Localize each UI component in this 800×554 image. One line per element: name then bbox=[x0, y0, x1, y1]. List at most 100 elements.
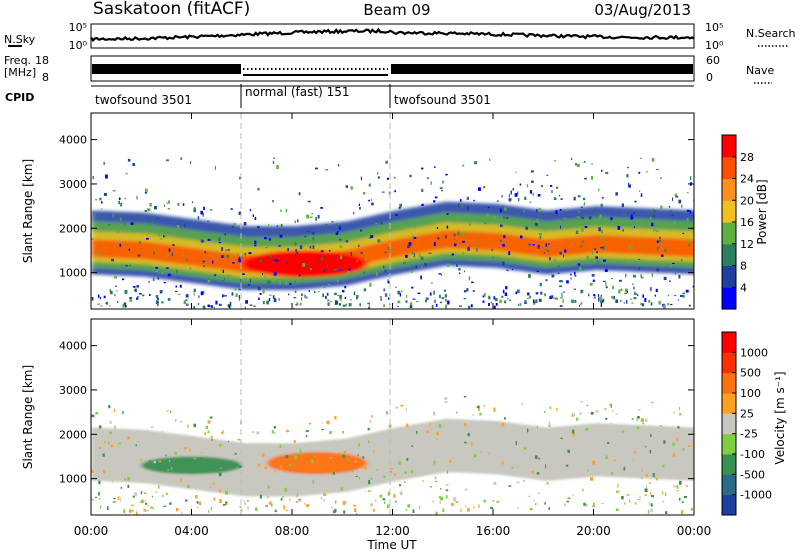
power-speckle-cell bbox=[127, 158, 131, 162]
power-speckle-cell bbox=[218, 242, 222, 244]
power-band-cell bbox=[210, 250, 218, 269]
power-speckle-cell bbox=[643, 248, 646, 250]
power-speckle-cell bbox=[314, 290, 316, 294]
power-speckle-cell bbox=[144, 209, 148, 212]
power-speckle-cell bbox=[383, 288, 385, 292]
colorbar-segment bbox=[722, 135, 736, 158]
power-speckle-cell bbox=[661, 254, 664, 257]
velocity-speckle-cell bbox=[634, 502, 637, 505]
power-speckle-cell bbox=[597, 294, 600, 298]
power-speckle-cell bbox=[663, 276, 667, 281]
power-speckle-cell bbox=[297, 219, 299, 223]
power-speckle-cell bbox=[157, 302, 159, 307]
velocity-speckle-cell bbox=[616, 490, 619, 493]
velocity-speckle-cell bbox=[456, 411, 458, 414]
power-speckle-cell bbox=[184, 223, 186, 228]
power-speckle-cell bbox=[221, 247, 224, 251]
power-speckle-cell bbox=[108, 305, 111, 307]
power-speckle-cell bbox=[663, 304, 666, 309]
velocity-speckle-cell bbox=[405, 509, 407, 511]
velocity-speckle-cell bbox=[293, 440, 296, 444]
velocity-speckle-cell bbox=[400, 493, 403, 495]
power-speckle-cell bbox=[379, 296, 382, 298]
power-speckle-cell bbox=[489, 158, 491, 161]
velocity-speckle-cell bbox=[147, 504, 149, 506]
power-speckle-cell bbox=[525, 226, 529, 230]
power-speckle-cell bbox=[418, 253, 421, 258]
velocity-band-cell bbox=[549, 427, 557, 481]
power-speckle-cell bbox=[179, 284, 182, 288]
colorbar-tick-label: 28 bbox=[740, 151, 754, 164]
power-speckle-cell bbox=[386, 177, 389, 180]
velocity-band-cell bbox=[449, 419, 457, 473]
power-speckle-cell bbox=[669, 280, 671, 282]
power-speckle-cell bbox=[532, 244, 535, 246]
power-band-cell bbox=[461, 231, 469, 249]
power-speckle-cell bbox=[573, 288, 577, 290]
velocity-speckle-cell bbox=[615, 413, 618, 416]
velocity-speckle-cell bbox=[605, 417, 608, 420]
power-speckle-cell bbox=[124, 197, 127, 200]
velocity-speckle-cell bbox=[676, 490, 679, 492]
power-speckle-cell bbox=[536, 270, 539, 272]
power-speckle-cell bbox=[536, 218, 539, 223]
power-speckle-cell bbox=[560, 198, 563, 200]
power-speckle-cell bbox=[592, 279, 595, 283]
power-speckle-cell bbox=[434, 166, 436, 168]
velocity-speckle-cell bbox=[298, 498, 301, 501]
velocity-band-cell bbox=[91, 427, 99, 481]
power-speckle-cell bbox=[172, 244, 175, 246]
velocity-speckle-cell bbox=[256, 431, 260, 435]
velocity-speckle-cell bbox=[523, 479, 525, 483]
velocity-speckle-cell bbox=[127, 477, 131, 481]
velocity-speckle-cell bbox=[204, 432, 207, 436]
velocity-speckle-cell bbox=[483, 404, 486, 408]
power-speckle-cell bbox=[289, 282, 292, 285]
power-speckle-cell bbox=[252, 214, 254, 217]
velocity-speckle-cell bbox=[129, 509, 132, 512]
power-speckle-cell bbox=[273, 261, 275, 263]
velocity-speckle-cell bbox=[532, 465, 534, 469]
power-speckle-cell bbox=[601, 197, 604, 199]
power-speckle-cell bbox=[561, 292, 563, 296]
power-speckle-cell bbox=[689, 210, 692, 214]
power-speckle-cell bbox=[359, 303, 362, 307]
power-speckle-cell bbox=[186, 303, 188, 306]
velocity-speckle-cell bbox=[209, 487, 212, 489]
power-speckle-cell bbox=[141, 294, 145, 297]
velocity-speckle-cell bbox=[271, 503, 273, 507]
power-speckle-cell bbox=[222, 294, 225, 297]
velocity-speckle-cell bbox=[461, 440, 463, 444]
power-speckle-cell bbox=[123, 302, 127, 306]
velocity-speckle-cell bbox=[98, 480, 101, 485]
velocity-speckle-cell bbox=[548, 507, 550, 510]
power-speckle-cell bbox=[134, 288, 137, 292]
power-speckle-cell bbox=[183, 300, 186, 305]
power-speckle-cell bbox=[335, 223, 337, 228]
y-tick-label: 1000 bbox=[59, 267, 87, 280]
power-speckle-cell bbox=[278, 297, 280, 301]
power-speckle-cell bbox=[356, 260, 358, 262]
power-speckle-cell bbox=[409, 303, 413, 307]
power-speckle-cell bbox=[279, 234, 283, 238]
power-speckle-cell bbox=[247, 283, 251, 287]
colorbar-segment bbox=[722, 474, 736, 496]
power-speckle-cell bbox=[326, 292, 329, 296]
velocity-speckle-cell bbox=[684, 495, 687, 499]
power-band-cell bbox=[455, 231, 463, 249]
velocity-speckle-cell bbox=[595, 410, 599, 413]
velocity-speckle-cell bbox=[450, 503, 454, 506]
velocity-speckle-cell bbox=[406, 457, 409, 461]
velocity-speckle-cell bbox=[501, 461, 504, 465]
power-speckle-cell bbox=[132, 286, 136, 288]
power-band-cell bbox=[662, 238, 670, 256]
power-speckle-cell bbox=[116, 229, 119, 233]
power-speckle-cell bbox=[463, 297, 467, 300]
velocity-speckle-cell bbox=[661, 500, 665, 503]
x-tick-label: 12:00 bbox=[375, 524, 410, 538]
velocity-speckle-cell bbox=[237, 438, 241, 441]
power-speckle-cell bbox=[439, 187, 443, 190]
power-speckle-cell bbox=[203, 265, 205, 267]
velocity-speckle-cell bbox=[187, 424, 189, 428]
power-speckle-cell bbox=[618, 279, 622, 282]
